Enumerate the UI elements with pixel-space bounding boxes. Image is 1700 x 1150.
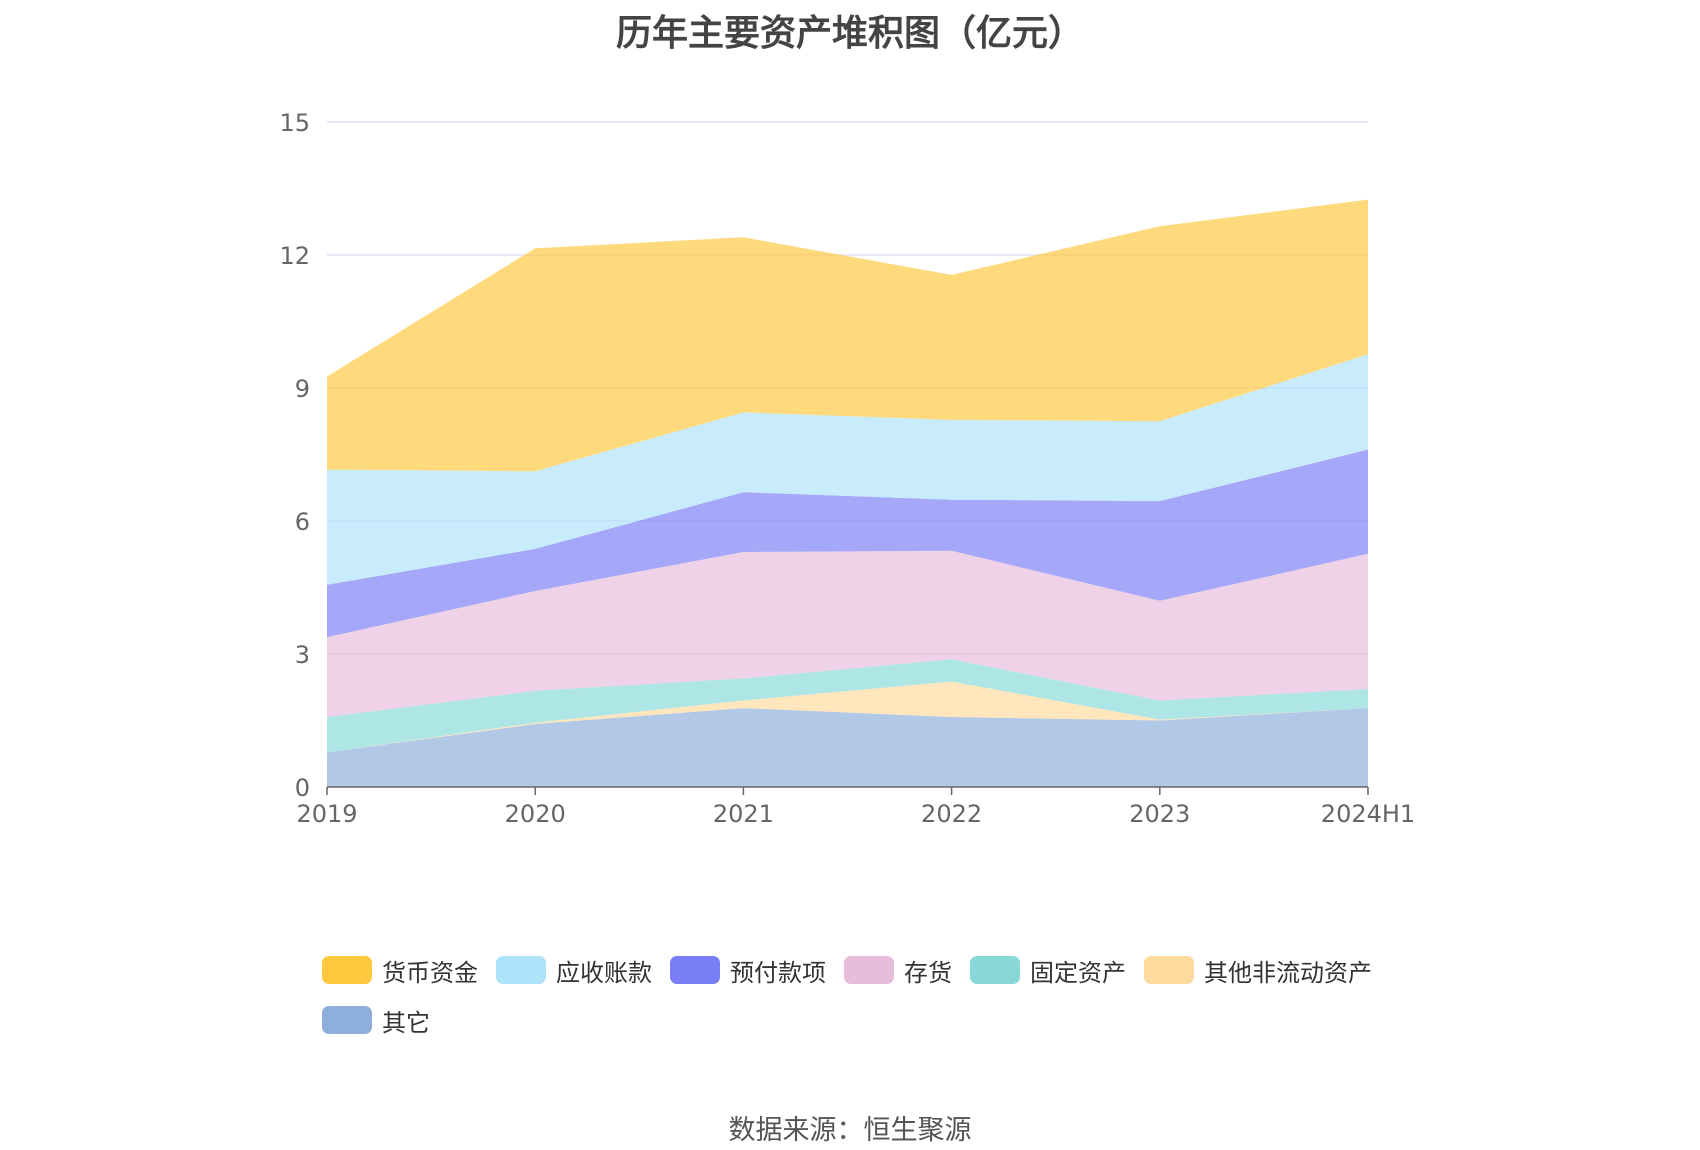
y-tick-label: 15 xyxy=(279,109,310,137)
y-tick-label: 3 xyxy=(295,641,310,669)
legend-label: 固定资产 xyxy=(1030,958,1126,987)
area-series xyxy=(327,681,1368,753)
area-series xyxy=(327,199,1368,472)
legend-item[interactable]: 应收账款 xyxy=(496,955,652,987)
x-tick-label: 2023 xyxy=(1129,800,1190,828)
y-tick-label: 9 xyxy=(295,375,310,403)
legend-item[interactable]: 其他非流动资产 xyxy=(1144,955,1372,987)
axis-layer: 0 3 6 9 12 15 2019 2020 2021 2022 2023 2024H1 xyxy=(279,109,1415,828)
legend-swatch xyxy=(670,956,720,984)
legend-label: 存货 xyxy=(904,958,952,987)
legend-swatch xyxy=(1144,956,1194,984)
legend-item[interactable]: 预付款项 xyxy=(670,955,826,987)
legend-label: 其他非流动资产 xyxy=(1204,958,1372,987)
data-source: 数据来源：恒生聚源 xyxy=(728,1115,972,1146)
y-tick-label: 12 xyxy=(279,242,310,270)
x-tick-label: 2022 xyxy=(921,800,982,828)
area-series xyxy=(327,449,1368,638)
legend-item[interactable]: 货币资金 xyxy=(322,955,478,987)
y-tick-label: 6 xyxy=(295,508,310,536)
chart-title: 历年主要资产堆积图（亿元） xyxy=(615,13,1084,54)
legend: 货币资金 应收账款 预付款项 存货 固定资产 其他非流动资产其它 xyxy=(322,955,1422,1037)
area-series xyxy=(327,354,1368,585)
legend-item[interactable]: 固定资产 xyxy=(970,955,1126,987)
legend-label: 预付款项 xyxy=(730,958,826,987)
x-tick-label: 2021 xyxy=(713,800,774,828)
area-series xyxy=(327,550,1368,717)
x-tick-label: 2024H1 xyxy=(1321,800,1415,828)
legend-item[interactable]: 其它 xyxy=(322,1005,430,1037)
legend-swatch xyxy=(496,956,546,984)
x-tick-label: 2020 xyxy=(505,800,566,828)
legend-swatch xyxy=(322,1006,372,1034)
y-tick-label: 0 xyxy=(295,774,310,802)
legend-swatch xyxy=(322,956,372,984)
area-layer xyxy=(327,199,1368,787)
legend-label: 货币资金 xyxy=(382,958,478,987)
legend-swatch xyxy=(844,956,894,984)
area-series xyxy=(327,708,1368,787)
legend-swatch xyxy=(970,956,1020,984)
area-series xyxy=(327,659,1368,753)
legend-item[interactable]: 存货 xyxy=(844,955,952,987)
legend-label: 其它 xyxy=(382,1008,430,1037)
legend-label: 应收账款 xyxy=(556,958,652,987)
x-tick-label: 2019 xyxy=(296,800,357,828)
